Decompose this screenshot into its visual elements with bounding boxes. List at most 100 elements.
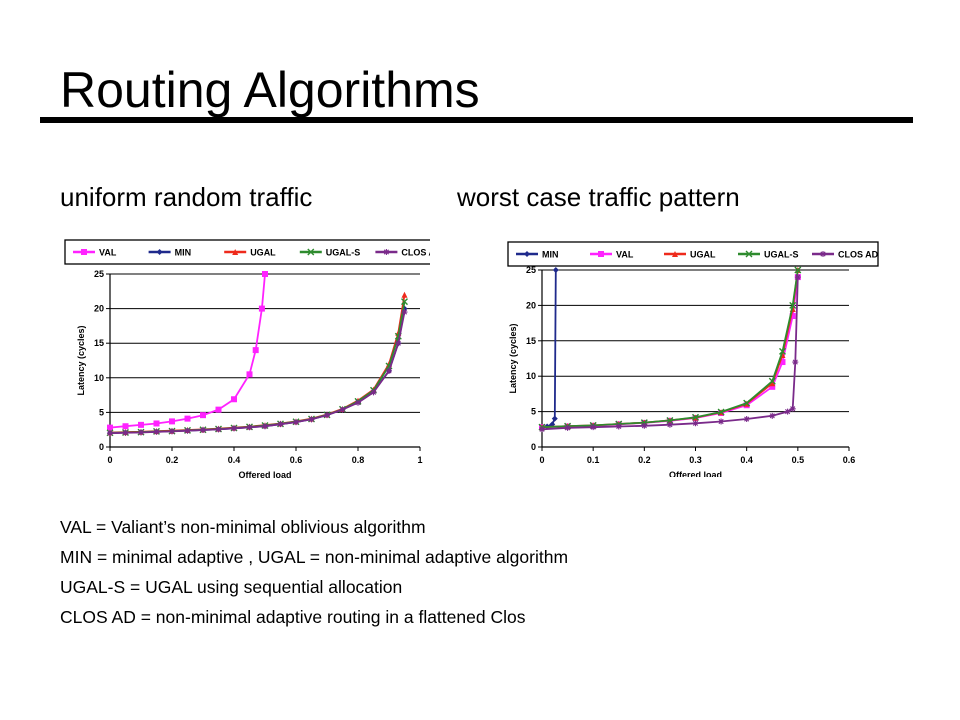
legend-marker-ugal — [232, 249, 239, 255]
x-tick-label: 0 — [539, 455, 544, 465]
data-point-val — [138, 421, 144, 428]
data-point-clos-ad — [692, 420, 699, 427]
series-line-ugal — [541, 269, 799, 429]
series-ugal — [539, 267, 801, 431]
data-point-val — [769, 383, 776, 390]
legend-label-val: VAL — [99, 248, 117, 258]
data-point-val — [262, 271, 268, 277]
x-tick-label: 0.2 — [638, 455, 651, 465]
data-point-ugal-s — [640, 419, 648, 427]
note-clos-ad: CLOS AD = non-minimal adaptive routing i… — [60, 607, 526, 627]
data-point-clos-ad — [792, 359, 799, 366]
legend-notes: VAL = Valiant’s non-minimal oblivious al… — [60, 512, 568, 632]
data-point-val — [789, 313, 796, 320]
data-point-clos-ad — [743, 416, 750, 423]
note-ugal-s: UGAL-S = UGAL using sequential allocatio… — [60, 577, 403, 597]
legend-label-ugal-s: UGAL-S — [764, 250, 799, 260]
data-point-ugal-s — [768, 377, 776, 385]
series-clos-ad — [539, 274, 801, 433]
data-point-ugal-s — [794, 266, 802, 274]
series-ugal-s — [106, 298, 408, 437]
series-min — [107, 305, 408, 437]
legend-marker-ugal — [672, 251, 678, 257]
data-point-val — [258, 305, 265, 312]
data-point-ugal-s — [401, 298, 408, 306]
y-tick-label: 25 — [94, 269, 104, 279]
data-point-clos-ad — [641, 422, 648, 429]
data-point-clos-ad — [615, 423, 622, 430]
y-tick-label: 0 — [531, 442, 536, 452]
data-point-ugal — [769, 380, 776, 387]
data-point-clos-ad — [200, 427, 206, 434]
data-point-val — [231, 396, 237, 403]
data-point-clos-ad — [370, 389, 377, 396]
subtitle-uniform: uniform random traffic — [60, 182, 313, 212]
series-line-val — [541, 276, 799, 429]
data-point-val — [184, 415, 191, 422]
y-axis-label: Latency (cycles) — [508, 323, 518, 393]
series-line-ugal-s — [109, 301, 406, 434]
x-tick-label: 0.5 — [792, 455, 805, 465]
y-axis-label: Latency (cycles) — [76, 325, 86, 395]
data-point-val — [107, 424, 113, 431]
x-tick-label: 0.4 — [740, 455, 753, 465]
x-tick-label: 0.4 — [228, 455, 241, 465]
data-point-clos-ad — [215, 426, 222, 433]
x-tick-label: 0.8 — [352, 455, 365, 465]
data-point-clos-ad — [355, 399, 361, 406]
data-point-clos-ad — [784, 408, 791, 415]
legend-label-ugal-s: UGAL-S — [326, 248, 361, 258]
data-point-ugal-s — [778, 347, 786, 355]
legend-marker-clos-ad — [820, 251, 826, 257]
data-point-ugal-s — [743, 399, 751, 407]
data-point-clos-ad — [789, 405, 796, 412]
y-tick-label: 0 — [99, 442, 104, 452]
note-val: VAL = Valiant’s non-minimal oblivious al… — [60, 517, 426, 537]
legend-label-min: MIN — [542, 250, 559, 260]
legend-label-val: VAL — [616, 250, 634, 260]
data-point-val — [252, 347, 259, 354]
series-clos-ad — [107, 309, 408, 437]
legend-label-ugal: UGAL — [250, 248, 276, 258]
data-point-clos-ad — [308, 416, 315, 423]
data-point-clos-ad — [386, 367, 392, 374]
data-point-ugal-s — [789, 301, 797, 309]
x-tick-label: 0 — [107, 455, 112, 465]
data-point-clos-ad — [231, 425, 237, 432]
y-tick-label: 15 — [94, 338, 104, 348]
data-point-clos-ad — [769, 412, 776, 419]
data-point-ugal-s — [717, 408, 725, 416]
data-point-val — [200, 412, 206, 419]
data-point-clos-ad — [539, 426, 545, 433]
data-point-clos-ad — [718, 418, 725, 425]
data-point-min — [552, 267, 559, 273]
data-point-val — [215, 406, 222, 413]
series-line-val — [109, 273, 266, 429]
series-line-min — [109, 308, 406, 435]
data-point-clos-ad — [794, 274, 801, 281]
y-tick-label: 15 — [526, 336, 536, 346]
title-underline — [40, 117, 913, 123]
data-point-clos-ad — [169, 428, 175, 435]
data-point-min — [551, 415, 558, 422]
data-point-min — [549, 421, 556, 428]
data-point-clos-ad — [401, 309, 408, 316]
data-point-val — [169, 418, 175, 425]
subtitle-worst-case: worst case traffic pattern — [457, 182, 740, 212]
x-tick-label: 0.6 — [843, 455, 856, 465]
note-min-ugal: MIN = minimal adaptive , UGAL = non-mini… — [60, 547, 569, 567]
data-point-clos-ad — [184, 427, 191, 434]
legend-marker-val — [598, 251, 604, 257]
chart-worst-case: MIN VAL UGAL UGAL-S CLOS AD 0 5 10 15 20 25 0 0.1 0.2… — [507, 241, 879, 477]
series-line-ugal-s — [541, 269, 799, 429]
y-tick-label: 20 — [94, 304, 104, 314]
data-point-ugal-s — [692, 413, 699, 421]
data-point-clos-ad — [138, 429, 144, 436]
series-ugal-s — [538, 266, 802, 431]
data-point-val — [122, 423, 129, 430]
data-point-clos-ad — [246, 424, 253, 431]
data-point-clos-ad — [666, 421, 673, 428]
series-val — [107, 271, 268, 431]
y-tick-label: 5 — [99, 407, 104, 417]
series-ugal — [107, 291, 408, 436]
